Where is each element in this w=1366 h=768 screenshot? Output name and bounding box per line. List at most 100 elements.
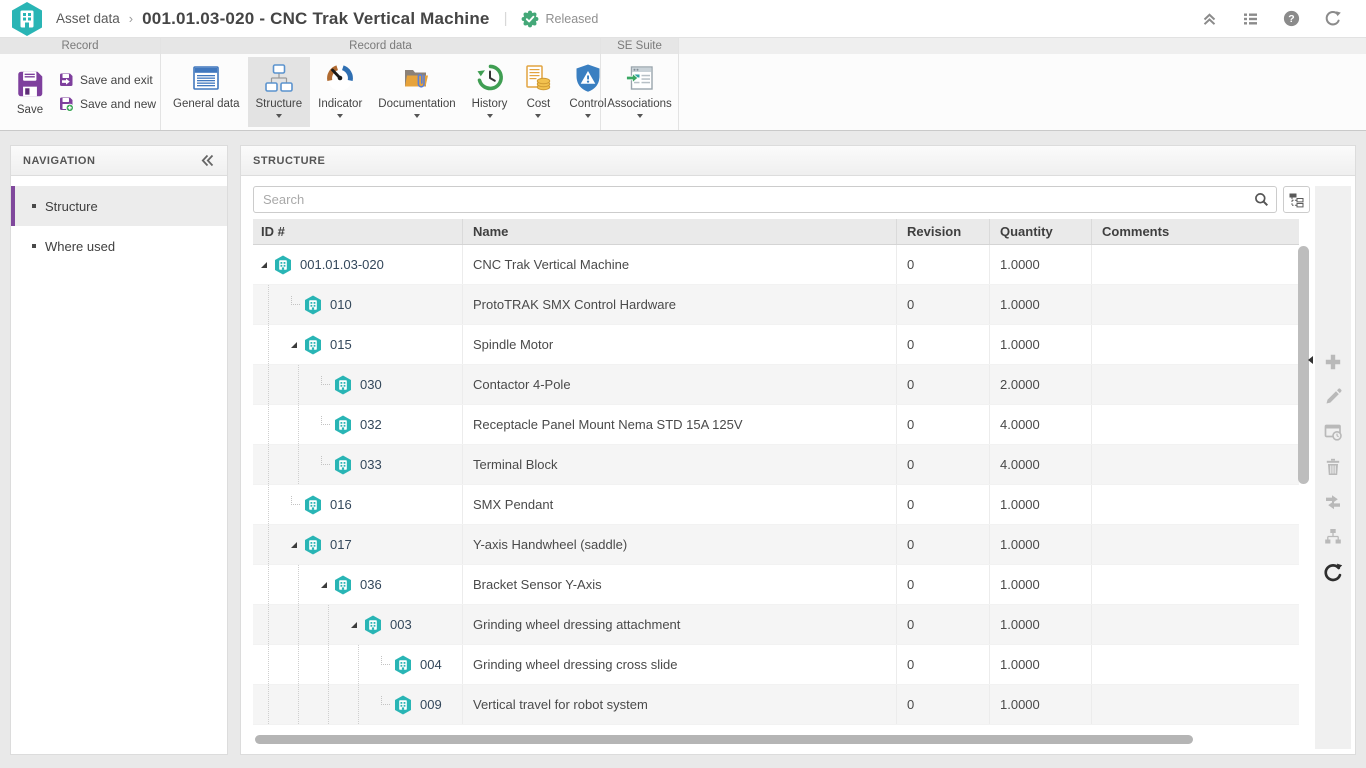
search-input[interactable] [253,186,1277,213]
expand-icon[interactable] [321,376,330,385]
app-logo-icon [10,1,44,37]
row-revision: 0 [897,245,990,284]
tree-view-icon [1289,193,1304,207]
table-row[interactable]: 009 Vertical travel for robot system 0 1… [253,685,1299,725]
table-row[interactable]: 017 Y-axis Handwheel (saddle) 0 1.0000 [253,525,1299,565]
save-and-exit-button[interactable]: Save and exit [58,72,156,88]
tab-control-label: Control [569,98,607,110]
tab-associations[interactable]: Associations [599,57,680,127]
tab-general-data[interactable]: General data [165,57,248,127]
structure-rows: 001.01.03-020 CNC Trak Vertical Machine … [253,245,1299,725]
expand-icon[interactable] [321,581,327,588]
sidebar-item-where-used[interactable]: Where used [11,226,227,266]
released-seal-icon [522,10,539,27]
table-row[interactable]: 015 Spindle Motor 0 1.0000 [253,325,1299,365]
tab-documentation[interactable]: Documentation [370,57,463,127]
save-and-new-button[interactable]: Save and new [58,96,156,112]
move-icon[interactable] [1323,492,1343,512]
row-quantity: 1.0000 [990,565,1092,604]
row-name: ProtoTRAK SMX Control Hardware [463,285,897,324]
table-row[interactable]: 030 Contactor 4-Pole 0 2.0000 [253,365,1299,405]
row-name: Grinding wheel dressing cross slide [463,645,897,684]
column-header-name[interactable]: Name [463,219,897,244]
expand-icon[interactable] [321,456,330,465]
column-header-comments[interactable]: Comments [1102,224,1170,239]
vertical-scrollbar-thumb[interactable] [1298,246,1309,484]
chevron-down-icon [535,114,542,118]
chevron-down-icon [486,114,493,118]
save-floppy-icon [18,71,43,97]
view-icon[interactable] [1323,422,1343,442]
horizontal-scrollbar-thumb[interactable] [255,735,1193,744]
sidebar-item-structure[interactable]: Structure [11,186,227,226]
collapse-up-icon[interactable] [1201,11,1218,27]
sidebar-item-label: Structure [45,198,98,214]
title-divider: | [503,10,508,27]
table-row[interactable]: 001.01.03-020 CNC Trak Vertical Machine … [253,245,1299,285]
toolbar-collapse-handle[interactable] [1308,355,1313,364]
tree-view-button[interactable] [1283,186,1310,213]
row-quantity: 4.0000 [990,445,1092,484]
column-header-quantity[interactable]: Quantity [990,219,1092,244]
indent [261,365,321,404]
expand-icon[interactable] [291,296,300,305]
delete-icon[interactable] [1323,457,1343,477]
column-header-id[interactable]: ID # [253,219,463,244]
expand-icon[interactable] [261,261,267,268]
tab-indicator[interactable]: Indicator [310,57,370,127]
asset-hexagon-icon [394,695,412,715]
help-icon[interactable]: ? [1283,10,1300,27]
asset-hexagon-icon [304,335,322,355]
chevron-down-icon [337,114,344,118]
row-revision: 0 [897,645,990,684]
breadcrumb[interactable]: Asset data [56,11,120,26]
row-comments [1092,645,1299,684]
table-row[interactable]: 016 SMX Pendant 0 1.0000 [253,485,1299,525]
indent [261,685,381,724]
table-row[interactable]: 033 Terminal Block 0 4.0000 [253,445,1299,485]
tab-associations-label: Associations [607,98,672,110]
tab-structure[interactable]: Structure [247,57,311,127]
expand-icon[interactable] [291,496,300,505]
row-revision: 0 [897,405,990,444]
table-row[interactable]: 010 ProtoTRAK SMX Control Hardware 0 1.0… [253,285,1299,325]
expand-icon[interactable] [351,621,357,628]
row-quantity: 1.0000 [990,285,1092,324]
ribbon-group-record-label: Record [0,38,160,54]
navigation-items: Structure Where used [11,176,227,266]
row-name: Terminal Block [463,445,897,484]
tab-cost[interactable]: Cost [515,57,561,127]
structure-tree-icon[interactable] [1323,527,1343,547]
indent [261,285,291,324]
expand-icon[interactable] [321,416,330,425]
add-icon[interactable] [1323,352,1343,372]
edit-icon[interactable] [1323,387,1343,407]
save-button[interactable]: Save [4,57,56,127]
search-icon[interactable] [1254,192,1269,212]
status-label: Released [545,11,599,26]
expand-icon[interactable] [291,341,297,348]
table-row[interactable]: 004 Grinding wheel dressing cross slide … [253,645,1299,685]
row-revision: 0 [897,445,990,484]
tab-control[interactable]: Control [561,57,614,127]
horizontal-scrollbar [255,735,1301,744]
expand-icon[interactable] [381,696,390,705]
table-row[interactable]: 003 Grinding wheel dressing attachment 0… [253,605,1299,645]
row-comments [1092,405,1299,444]
table-row[interactable]: 032 Receptacle Panel Mount Nema STD 15A … [253,405,1299,445]
chevron-down-icon [275,114,282,118]
expand-icon[interactable] [291,541,297,548]
indent [261,485,291,524]
refresh-icon[interactable] [1322,562,1344,584]
asset-hexagon-icon [364,615,382,635]
row-revision: 0 [897,685,990,724]
row-name: Grinding wheel dressing attachment [463,605,897,644]
tab-history[interactable]: History [464,57,516,127]
expand-icon[interactable] [381,656,390,665]
collapse-left-icon[interactable] [199,153,215,168]
list-icon[interactable] [1242,11,1259,27]
table-row[interactable]: 036 Bracket Sensor Y-Axis 0 1.0000 [253,565,1299,605]
side-toolbar [1308,186,1351,749]
column-header-revision[interactable]: Revision [897,219,990,244]
refresh-icon[interactable] [1324,10,1342,27]
